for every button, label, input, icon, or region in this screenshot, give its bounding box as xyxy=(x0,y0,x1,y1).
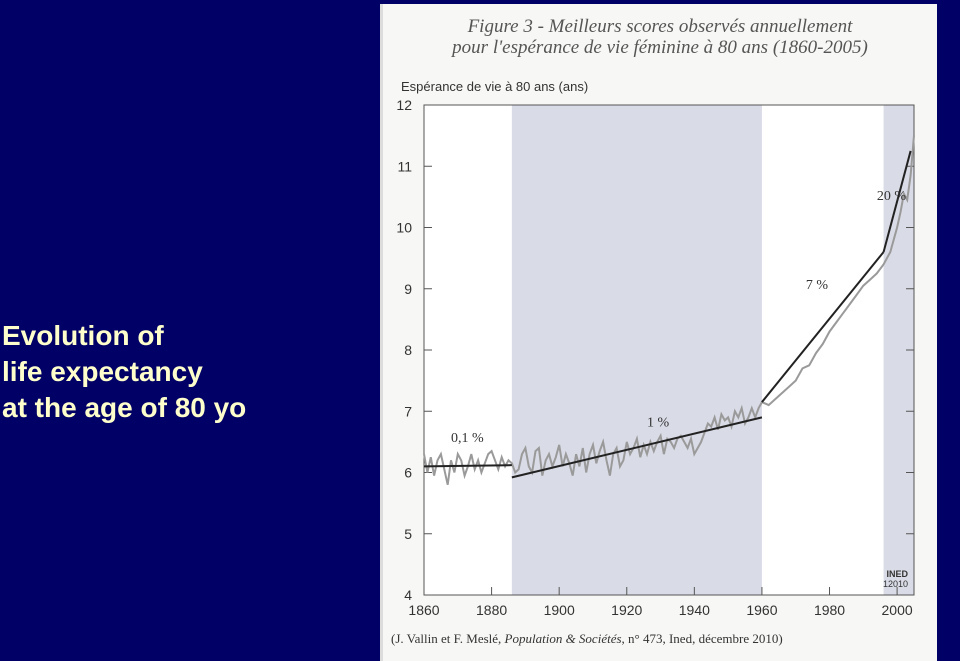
figure-title-line-1: Figure 3 - Meilleurs scores observés ann… xyxy=(467,16,853,37)
trend-label-2: 7 % xyxy=(806,278,829,293)
y-tick-label: 12 xyxy=(396,97,412,113)
x-tick-label: 1920 xyxy=(611,602,642,618)
trend-label-0: 0,1 % xyxy=(451,431,484,446)
y-tick-label: 5 xyxy=(404,526,412,542)
slide-title-line-3: at the age of 80 yo xyxy=(2,392,247,423)
ined-logo-text: INED xyxy=(886,569,908,579)
y-tick-label: 4 xyxy=(404,587,412,603)
ined-logo-code: 12010 xyxy=(883,579,908,589)
figure-title: Figure 3 - Meilleurs scores observés ann… xyxy=(383,16,937,58)
x-tick-label: 2000 xyxy=(882,602,913,618)
trend-line-2 xyxy=(761,251,885,403)
x-tick-label: 1900 xyxy=(544,602,575,618)
y-tick-label: 9 xyxy=(404,281,412,297)
slide-title: Evolution of life expectancy at the age … xyxy=(2,318,246,426)
y-tick-label: 11 xyxy=(397,158,412,174)
trend-label-1: 1 % xyxy=(647,416,670,431)
x-tick-label: 1960 xyxy=(746,602,777,618)
shaded-period-0 xyxy=(511,105,762,595)
trend-label-3: 20 % xyxy=(877,189,907,204)
source-suffix: , n° 473, Ined, décembre 2010) xyxy=(621,631,783,646)
y-axis-label: Espérance de vie à 80 ans (ans) xyxy=(401,79,589,94)
figure-scan: Figure 3 - Meilleurs scores observés ann… xyxy=(380,4,937,661)
source-citation: (J. Vallin et F. Meslé, Population & Soc… xyxy=(391,631,783,647)
trend-line-1 xyxy=(511,416,763,479)
y-tick-label: 7 xyxy=(404,403,412,419)
x-tick-label: 1980 xyxy=(814,602,845,618)
trend-line-0 xyxy=(423,464,512,468)
y-tick-label: 10 xyxy=(396,220,412,236)
source-prefix: (J. Vallin et F. Meslé, xyxy=(391,631,505,646)
x-tick-label: 1860 xyxy=(408,602,439,618)
slide-title-line-1: Evolution of xyxy=(2,320,164,351)
slide-title-line-2: life expectancy xyxy=(2,356,203,387)
y-tick-label: 8 xyxy=(404,342,412,358)
y-tick-label: 6 xyxy=(404,465,412,481)
x-tick-label: 1940 xyxy=(679,602,710,618)
figure-title-line-2: pour l'espérance de vie féminine à 80 an… xyxy=(452,37,868,58)
trend-line-3 xyxy=(882,150,912,253)
observed-series-line xyxy=(423,135,915,486)
x-tick-label: 1880 xyxy=(476,602,507,618)
life-expectancy-chart: 4 5 6 7 8 9 10 11 12 1860 1880 1900 1920 1940 1960 1980… xyxy=(396,97,915,618)
source-journal: Population & Sociétés xyxy=(504,631,622,646)
